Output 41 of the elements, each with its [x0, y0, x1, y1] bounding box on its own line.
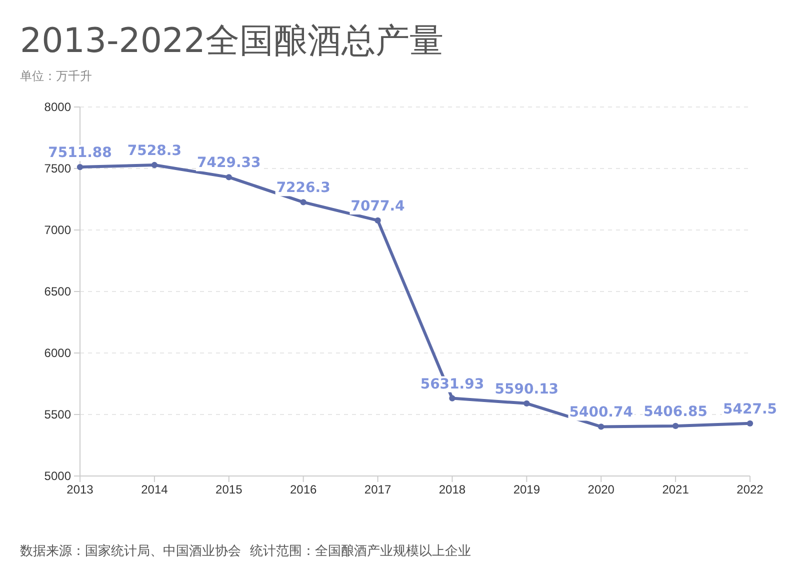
point [300, 199, 306, 206]
data-label: 7528.3 [127, 143, 182, 160]
point [226, 174, 232, 180]
y-tick-label: 6000 [44, 346, 72, 360]
data-label: 5631.93 [420, 376, 484, 392]
y-tick-label: 8000 [44, 100, 72, 114]
chart-title: 2013-2022全国酿酒总产量 [20, 21, 444, 61]
data-label: 5406.85 [644, 404, 708, 420]
x-tick-label: 2014 [141, 482, 168, 497]
data-label: 7226.3 [276, 180, 330, 196]
text: 统计范围：全国酿酒产业规模以上企业 [250, 544, 471, 559]
y-tick-label: 7000 [44, 222, 72, 237]
x-tick-label: 2016 [290, 482, 318, 497]
x-tick-label: 2015 [216, 482, 243, 497]
data-label: 5590.13 [494, 381, 559, 398]
point [76, 164, 84, 170]
point [672, 422, 679, 430]
x-tick-label: 2020 [588, 482, 615, 497]
x-tick-label: 2022 [736, 482, 764, 497]
chart-subtitle: 单位：万千升 [20, 69, 92, 83]
x-tick-label: 2017 [364, 482, 392, 497]
x-tick-label: 2018 [438, 482, 466, 497]
x-tick-label: 2013 [66, 482, 94, 497]
point [746, 420, 754, 426]
x-tick-label: 2021 [662, 482, 690, 497]
y-tick-label: 5500 [44, 407, 72, 422]
data-label: 7077.4 [350, 198, 406, 214]
data-label: 5400.74 [569, 404, 634, 421]
data-label: 7511.88 [48, 145, 112, 162]
data-label: 7429.33 [197, 155, 261, 172]
point [374, 217, 381, 224]
x-tick-label: 2019 [513, 482, 540, 497]
source-note: 数据来源：国家统计局、中国酒业协会 [20, 543, 241, 559]
y-tick-label: 7500 [44, 161, 72, 176]
point [449, 395, 456, 402]
data-label: 5427.5 [722, 401, 778, 418]
point [524, 400, 530, 406]
y-tick-label: 6500 [44, 284, 72, 298]
y-tick-label: 5000 [44, 468, 72, 483]
point [151, 162, 158, 168]
point [598, 424, 604, 430]
